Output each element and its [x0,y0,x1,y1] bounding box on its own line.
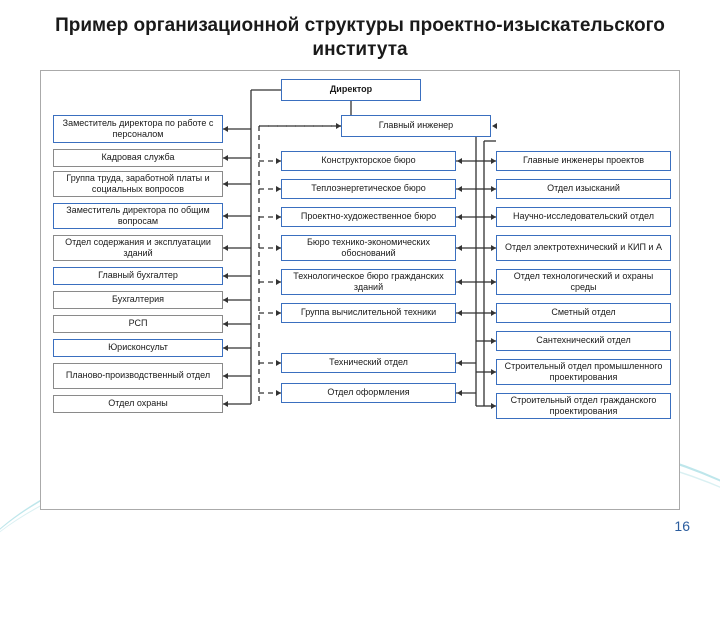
org-node-r4: Отдел электротехнический и КИП и А [496,235,671,261]
org-node-r6: Сметный отдел [496,303,671,323]
org-node-r1: Главные инженеры проектов [496,151,671,171]
org-node-l5: Отдел содержания и эксплуатации зданий [53,235,223,261]
org-node-l7: Бухгалтерия [53,291,223,309]
org-node-c7: Технический отдел [281,353,456,373]
org-node-l8: РСП [53,315,223,333]
org-node-l2: Кадровая служба [53,149,223,167]
org-node-chief_eng: Главный инженер [341,115,491,137]
org-node-l11: Отдел охраны [53,395,223,413]
org-node-c2: Теплоэнергетическое бюро [281,179,456,199]
page-title: Пример организационной структуры проектн… [0,0,720,70]
org-node-l3: Группа труда, заработной платы и социаль… [53,171,223,197]
org-node-l4: Заместитель директора по общим вопросам [53,203,223,229]
org-node-l1: Заместитель директора по работе с персон… [53,115,223,143]
org-node-r2: Отдел изысканий [496,179,671,199]
org-node-c4: Бюро технико-экономических обоснований [281,235,456,261]
org-node-l6: Главный бухгалтер [53,267,223,285]
org-node-r5: Отдел технологический и охраны среды [496,269,671,295]
org-node-r3: Научно-исследовательский отдел [496,207,671,227]
org-node-r9: Строительный отдел гражданского проектир… [496,393,671,419]
org-node-c3: Проектно-художественное бюро [281,207,456,227]
org-node-c1: Конструкторское бюро [281,151,456,171]
org-chart-diagram: Директор Главный инженер Заместитель дирек… [40,70,680,510]
org-node-r7: Сантехнический отдел [496,331,671,351]
org-node-l10: Планово-производственный отдел [53,363,223,389]
page-number: 16 [674,518,690,534]
org-node-l9: Юрисконсульт [53,339,223,357]
org-node-c8: Отдел оформления [281,383,456,403]
org-node-c5: Технологическое бюро гражданских зданий [281,269,456,295]
org-node-director: Директор [281,79,421,101]
org-node-r8: Строительный отдел промышленного проекти… [496,359,671,385]
org-node-c6: Группа вычислительной техники [281,303,456,323]
